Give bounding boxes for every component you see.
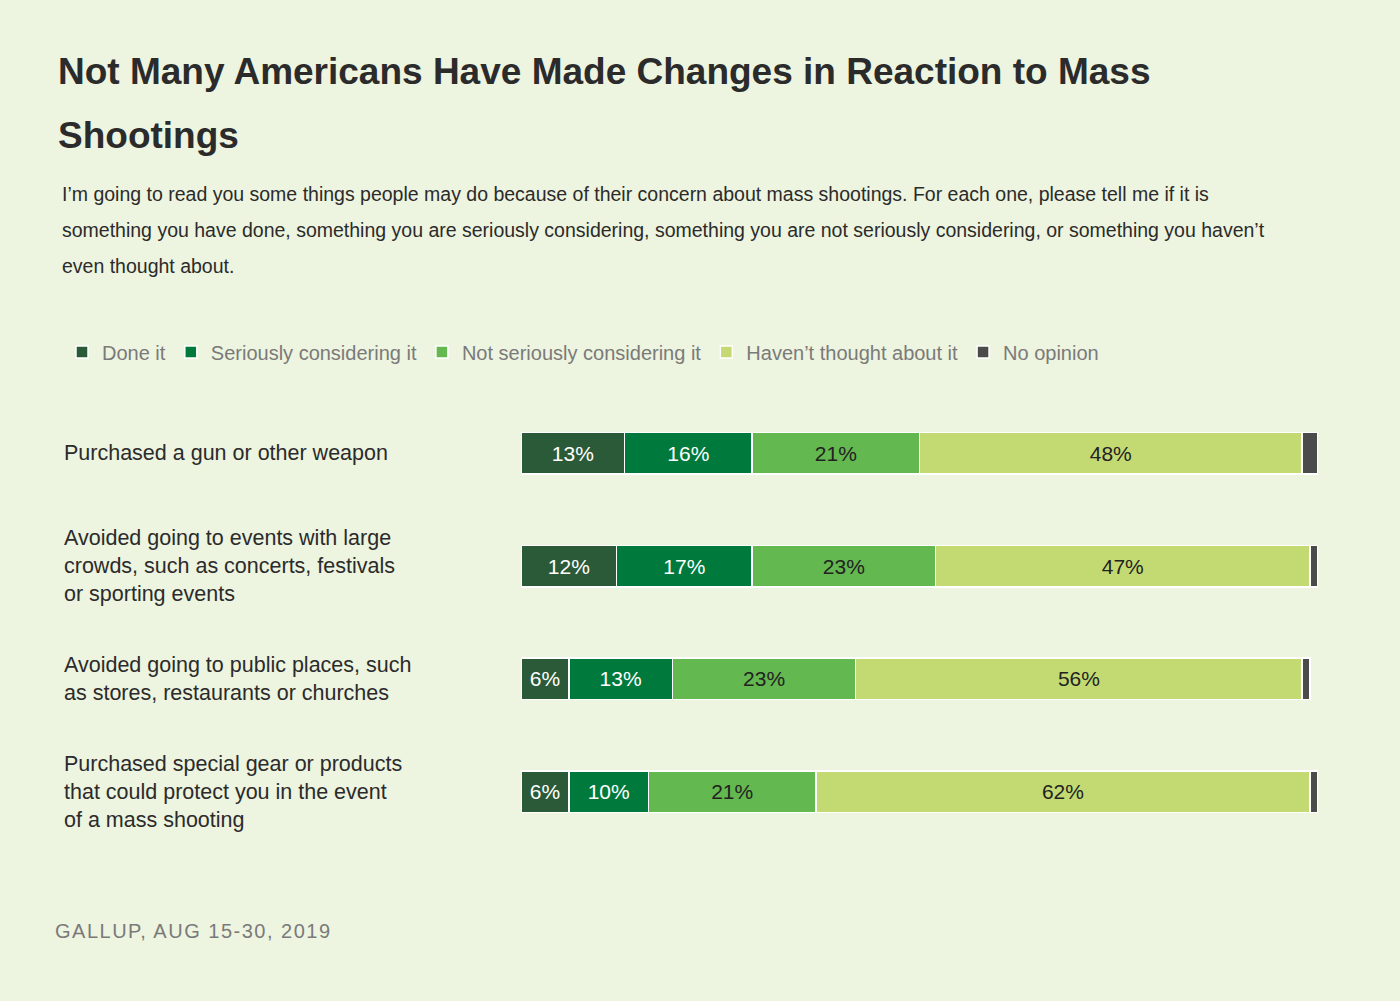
svg-text:62%: 62%: [1042, 780, 1084, 803]
svg-text:16%: 16%: [667, 442, 709, 465]
svg-text:48%: 48%: [1090, 442, 1132, 465]
svg-text:23%: 23%: [823, 555, 865, 578]
svg-text:13%: 13%: [552, 442, 594, 465]
svg-text:Purchased special gear or prod: Purchased special gear or productsthat c…: [64, 752, 402, 832]
svg-text:Avoided going to events with l: Avoided going to events with largecrowds…: [64, 526, 395, 606]
svg-text:21%: 21%: [815, 442, 857, 465]
svg-text:Seriously considering it: Seriously considering it: [211, 342, 417, 364]
svg-text:Haven’t thought about it: Haven’t thought about it: [746, 342, 958, 364]
html-text:Not Many Americans Have Made C: Not Many Americans Have Made Changes in …: [58, 51, 1151, 156]
html-text:I’m going to read you some thi: I’m going to read you some things people…: [62, 183, 1265, 277]
svg-text:Avoided going to public places: Avoided going to public places, suchas s…: [64, 653, 411, 705]
svg-text:56%: 56%: [1058, 667, 1100, 690]
svg-text:10%: 10%: [588, 780, 630, 803]
svg-text:No opinion: No opinion: [1003, 342, 1099, 364]
svg-text:6%: 6%: [530, 667, 560, 690]
svg-text:Not seriously considering it: Not seriously considering it: [462, 342, 701, 364]
svg-text:17%: 17%: [663, 555, 705, 578]
html-text:GALLUP, AUG 15-30, 2019: GALLUP, AUG 15-30, 2019: [55, 920, 332, 942]
svg-text:12%: 12%: [548, 555, 590, 578]
svg-text:Done it: Done it: [102, 342, 166, 364]
svg-text:Purchased a gun or other weapo: Purchased a gun or other weapon: [64, 441, 388, 465]
svg-text:21%: 21%: [711, 780, 753, 803]
svg-text:47%: 47%: [1102, 555, 1144, 578]
svg-text:13%: 13%: [600, 667, 642, 690]
svg-text:23%: 23%: [743, 667, 785, 690]
svg-text:6%: 6%: [530, 780, 560, 803]
